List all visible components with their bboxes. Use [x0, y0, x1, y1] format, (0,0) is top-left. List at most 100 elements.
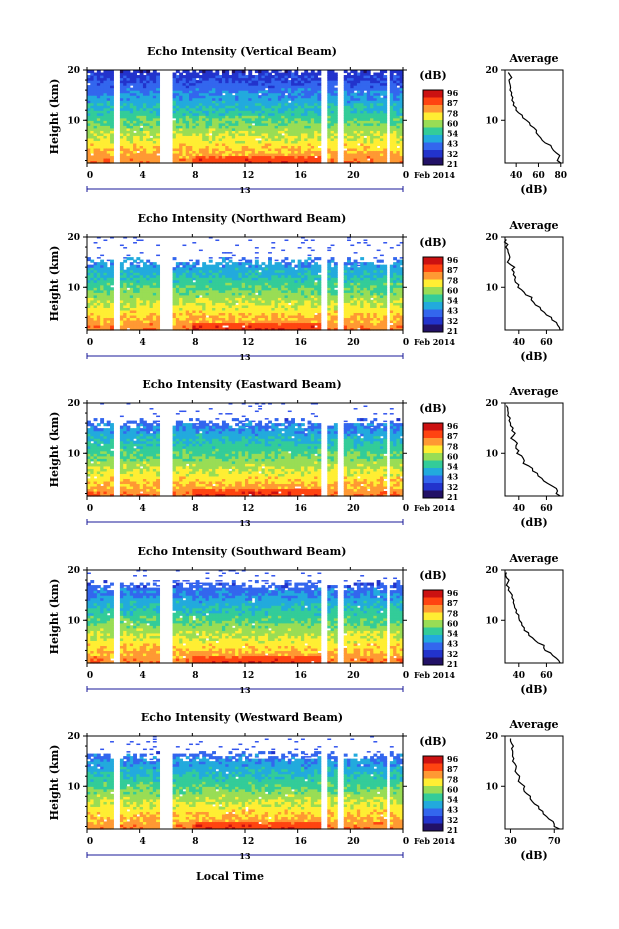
heatmap-cell: [271, 299, 276, 303]
heatmap-cell: [271, 287, 276, 291]
heatmap-cell: [90, 127, 95, 131]
heatmap-cell: [90, 105, 95, 109]
heatmap-cell: [258, 299, 263, 303]
heatmap-cell: [172, 90, 177, 94]
heatmap-cell: [383, 77, 388, 81]
heatmap-speckle: [136, 262, 141, 264]
heatmap-cell: [195, 287, 200, 291]
heatmap-cell: [235, 272, 240, 276]
heatmap-cell: [96, 135, 101, 139]
heatmap-cell: [393, 77, 398, 81]
heatmap-cell: [277, 125, 282, 129]
heatmap-cell: [110, 279, 114, 283]
heatmap-speckle: [126, 254, 131, 257]
heatmap-cell: [245, 312, 249, 316]
heatmap-cell: [126, 152, 131, 157]
heatmap-cell: [307, 132, 312, 136]
heatmap-cell: [172, 155, 177, 159]
heatmap-cell: [103, 72, 108, 76]
heatmap-cell: [202, 77, 207, 81]
heatmap-cell: [330, 120, 335, 124]
heatmap-cell: [304, 87, 309, 91]
heatmap-cell: [238, 314, 243, 319]
heatmap-cell: [189, 309, 193, 314]
heatmap-cell: [287, 314, 292, 319]
heatmap-cell: [142, 152, 147, 157]
heatmap-cell: [231, 312, 236, 316]
heatmap-cell: [366, 147, 371, 152]
heatmap-cell: [294, 284, 299, 288]
heatmap-cell: [192, 132, 197, 136]
heatmap-cell: [254, 262, 259, 266]
heatmap-cell: [205, 142, 210, 147]
heatmap-cell: [218, 142, 223, 147]
heatmap-cell: [310, 127, 315, 131]
heatmap-cell: [310, 120, 315, 124]
heatmap-cell: [373, 102, 378, 106]
heatmap-cell: [304, 324, 309, 329]
heatmap-cell: [123, 115, 128, 119]
heatmap-cell: [189, 80, 193, 84]
heatmap-cell: [271, 142, 276, 147]
heatmap-cell: [119, 294, 124, 298]
heatmap-cell: [314, 95, 319, 99]
heatmap-cell: [264, 292, 269, 296]
heatmap-cell: [294, 107, 299, 111]
heatmap-cell: [129, 135, 134, 139]
heatmap-cell: [156, 135, 161, 139]
heatmap-cell: [330, 95, 335, 99]
heatmap-cell: [136, 127, 141, 131]
heatmap-cell: [225, 287, 230, 291]
heatmap-cell: [110, 312, 114, 316]
heatmap-cell: [142, 140, 147, 144]
heatmap-cell: [245, 297, 249, 301]
heatmap-cell: [291, 132, 295, 136]
heatmap-cell: [343, 107, 348, 111]
heatmap-cell: [93, 272, 98, 276]
heatmap-cell: [383, 142, 388, 147]
heatmap-cell: [254, 312, 259, 316]
heatmap-cell: [221, 314, 226, 319]
heatmap-cell: [347, 122, 351, 126]
heatmap-cell: [327, 82, 332, 86]
heatmap-cell: [333, 107, 338, 111]
heatmap-cell: [258, 132, 263, 136]
heatmap-cell: [297, 77, 302, 81]
heatmap-cell: [189, 107, 193, 111]
heatmap-cell: [225, 277, 230, 281]
heatmap-cell: [376, 102, 381, 106]
heatmap-cell: [93, 157, 98, 162]
heatmap-cell: [261, 302, 266, 306]
heatmap-cell: [208, 160, 213, 164]
heatmap-cell: [179, 279, 184, 283]
heatmap-cell: [376, 107, 381, 111]
heatmap-cell: [221, 112, 226, 116]
heatmap-cell: [310, 142, 315, 147]
heatmap-cell: [347, 77, 351, 81]
heatmap-cell: [119, 279, 124, 283]
heatmap-cell: [100, 97, 105, 101]
heatmap-cell: [254, 314, 259, 319]
heatmap-cell: [212, 274, 216, 278]
heatmap-cell: [100, 269, 105, 273]
heatmap-cell: [212, 85, 216, 89]
heatmap-cell: [274, 302, 279, 306]
heatmap-cell: [300, 95, 305, 99]
heatmap-cell: [195, 92, 200, 96]
heatmap-cell: [277, 135, 282, 139]
heatmap-cell: [129, 82, 134, 86]
heatmap-cell: [215, 309, 220, 314]
heatmap-cell: [175, 289, 180, 293]
heatmap-cell: [208, 287, 213, 291]
heatmap-cell: [238, 284, 243, 288]
heatmap-cell: [274, 322, 279, 326]
heatmap-cell: [333, 140, 338, 144]
heatmap-cell: [179, 277, 184, 281]
heatmap-cell: [202, 82, 207, 86]
heatmap-cell: [370, 92, 374, 96]
heatmap-cell: [106, 115, 111, 119]
heatmap-cell: [261, 120, 266, 124]
heatmap-cell: [317, 282, 322, 286]
heatmap-cell: [218, 160, 223, 164]
heatmap-cell: [251, 95, 256, 99]
